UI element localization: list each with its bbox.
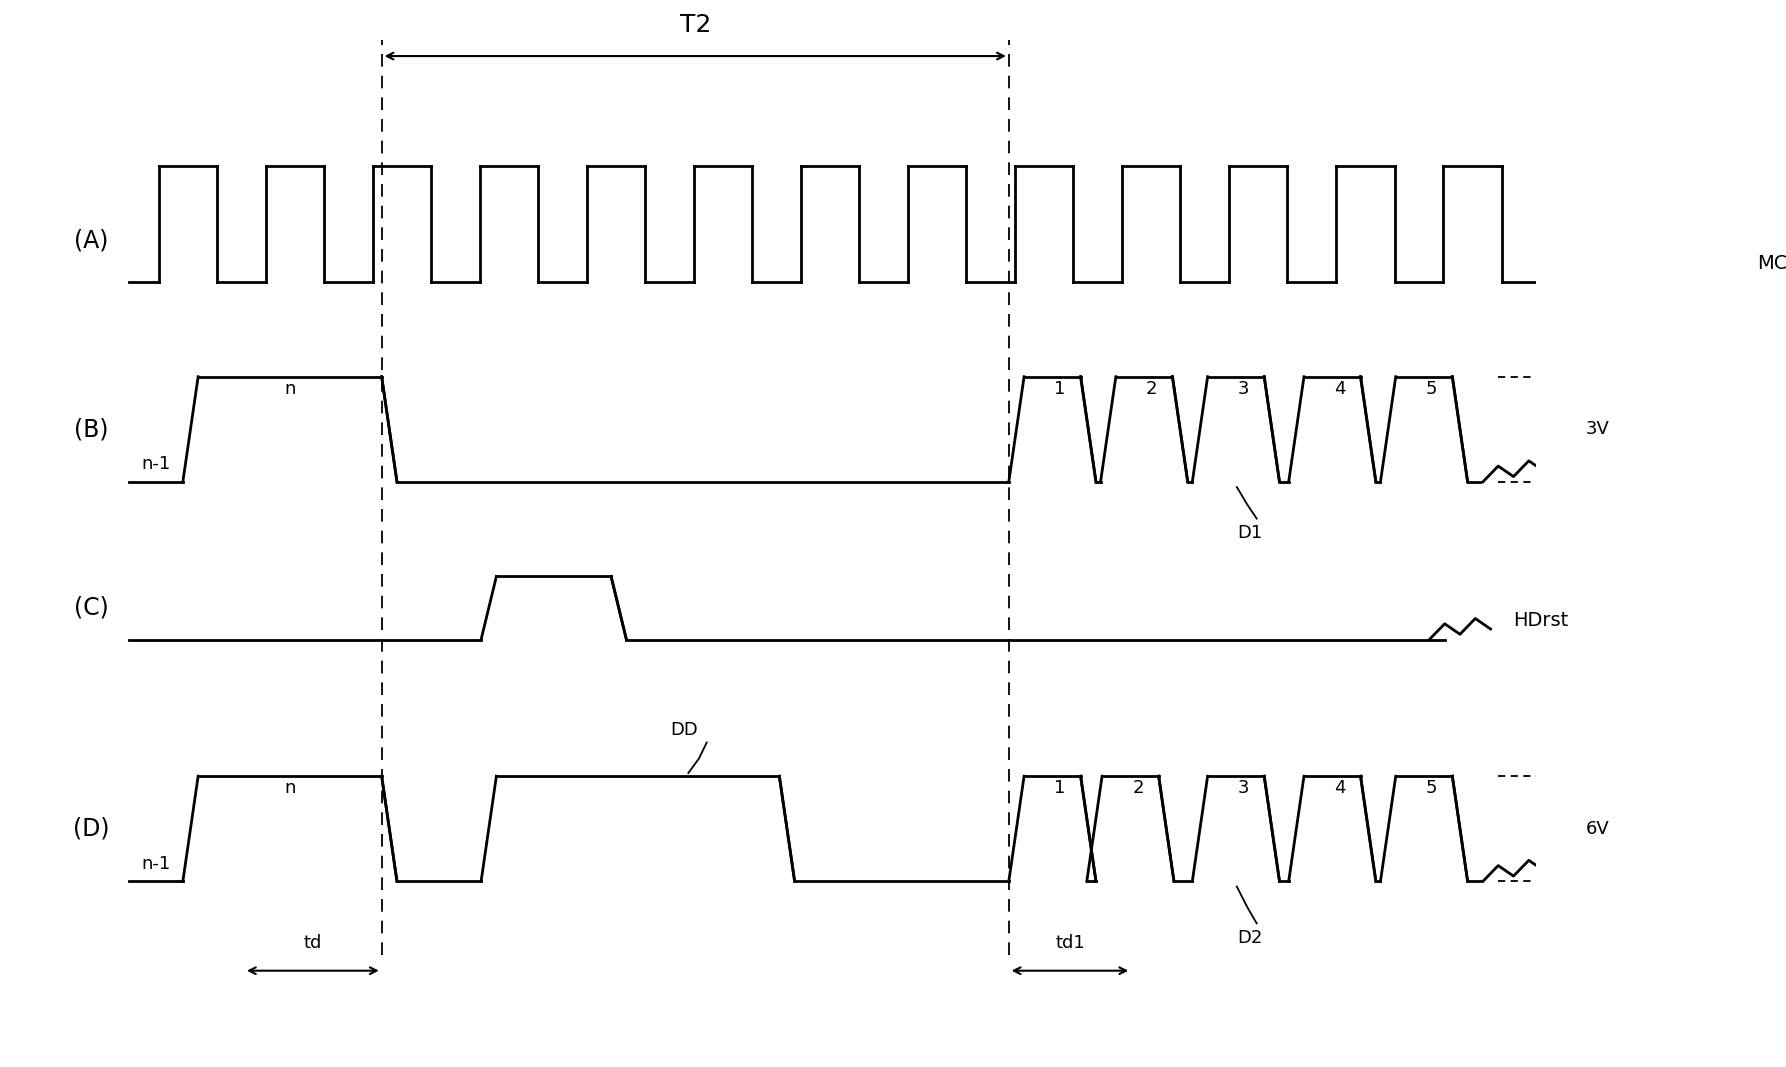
Text: (D): (D): [73, 816, 109, 841]
Text: (C): (C): [73, 596, 109, 620]
Text: 1: 1: [1054, 779, 1066, 797]
Text: 5: 5: [1425, 380, 1438, 398]
Text: td1: td1: [1056, 934, 1084, 952]
Text: T2: T2: [679, 13, 711, 37]
Text: 1: 1: [1054, 380, 1066, 398]
Text: (A): (A): [73, 228, 109, 252]
Text: 2: 2: [1132, 779, 1143, 797]
Text: 6V: 6V: [1586, 819, 1609, 838]
Text: n-1: n-1: [141, 456, 171, 474]
Text: 5: 5: [1425, 779, 1438, 797]
Text: DD: DD: [670, 721, 698, 739]
Text: 4: 4: [1334, 779, 1345, 797]
Text: (B): (B): [73, 417, 109, 442]
Text: MCK: MCK: [1757, 254, 1786, 273]
Text: 3V: 3V: [1586, 420, 1609, 439]
Text: n: n: [284, 380, 296, 398]
Text: HDrst: HDrst: [1513, 611, 1568, 631]
Text: 4: 4: [1334, 380, 1345, 398]
Text: 2: 2: [1147, 380, 1157, 398]
Text: 3: 3: [1238, 380, 1250, 398]
Text: 3: 3: [1238, 779, 1250, 797]
Text: td: td: [304, 934, 321, 952]
Text: D1: D1: [1238, 524, 1263, 542]
Text: n: n: [284, 779, 296, 797]
Text: D2: D2: [1238, 928, 1263, 946]
Text: n-1: n-1: [141, 855, 171, 873]
